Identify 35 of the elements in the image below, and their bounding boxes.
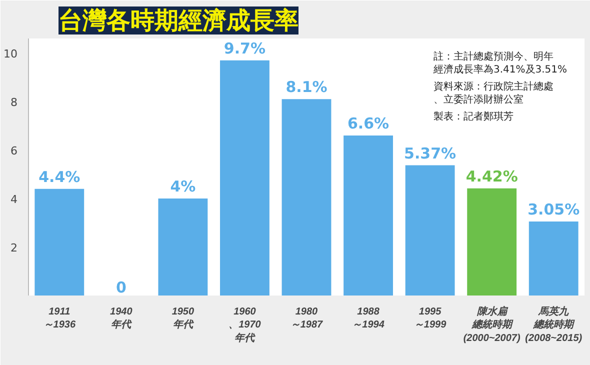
bar <box>158 198 208 296</box>
bar <box>282 99 332 296</box>
x-tick-label: 1950年代 <box>172 306 195 331</box>
x-tick-label: 1988～1994 <box>352 306 385 331</box>
x-tick-label: 1911～1936 <box>43 306 76 331</box>
bar <box>467 188 517 296</box>
x-tick-label: 1960、1970年代 <box>228 306 262 344</box>
data-label: 0 <box>116 278 126 296</box>
x-tick-label: 1940年代 <box>110 306 133 331</box>
bar <box>34 188 84 296</box>
x-tick-label: 1995～1999 <box>414 306 447 331</box>
bar <box>528 222 578 296</box>
y-tick-label: 2 <box>10 242 18 255</box>
x-tick-label: 陳水扁總統時期(2000~2007) <box>463 306 521 344</box>
data-label: 8.1% <box>286 78 328 96</box>
x-tick-label: 馬英九總統時期(2008~2015) <box>525 306 583 344</box>
y-tick-label: 4 <box>10 193 18 206</box>
annotation: 註：主計總處預測今、明年經濟成長率為3.41%及3.51% <box>432 50 568 76</box>
y-tick-label: 6 <box>10 144 18 158</box>
chart-title: 台灣各時期經濟成長率 <box>58 6 298 34</box>
data-label: 4% <box>170 178 196 196</box>
bar <box>220 60 270 296</box>
data-label: 4.42% <box>466 167 518 186</box>
y-tick-label: 10 <box>4 48 18 61</box>
data-label: 3.05% <box>528 200 580 219</box>
bar <box>405 165 455 296</box>
bar <box>344 135 393 296</box>
x-tick-label: 1980～1987 <box>290 306 324 331</box>
data-label: 6.6% <box>347 114 390 132</box>
annotation: 資料來源：行政院主計總處、立委許添財辦公室 <box>434 80 554 106</box>
data-label: 9.7% <box>224 39 266 58</box>
data-label: 5.37% <box>404 144 456 162</box>
annotation: 製表：記者鄭琪芳 <box>434 110 514 122</box>
y-tick-label: 8 <box>10 96 18 110</box>
data-label: 4.4% <box>38 168 80 186</box>
